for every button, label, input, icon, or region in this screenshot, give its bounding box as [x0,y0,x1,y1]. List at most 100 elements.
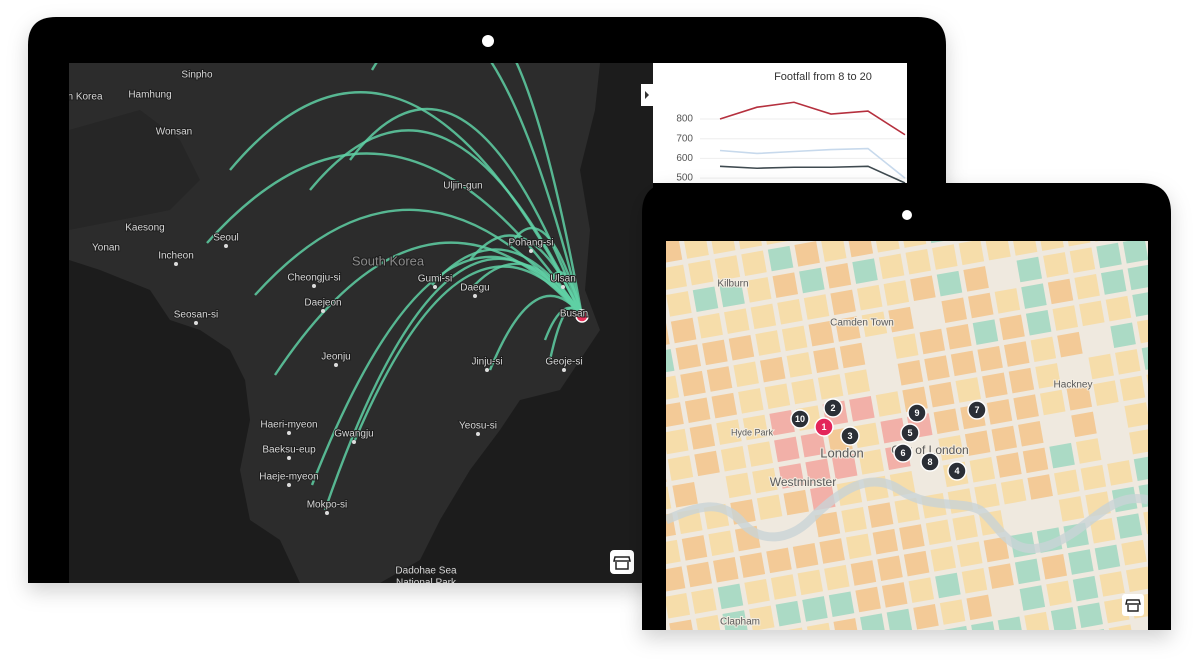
tile [1096,242,1122,269]
tile [860,613,886,630]
route [548,271,584,317]
tile [1082,629,1108,630]
tile [683,241,709,259]
city-dot [325,511,329,515]
tile [1068,549,1094,575]
tile [997,616,1024,630]
tile [1046,580,1072,607]
tile [769,410,795,436]
routes [206,63,589,511]
tile [756,494,783,520]
tile [828,591,855,617]
shop-button[interactable] [1122,594,1144,616]
london-map: Kilburn Camden Town Hyde Park London Westmin… [666,241,1148,659]
tile [939,599,966,625]
tile [1041,553,1068,580]
tile [1011,241,1038,256]
tile [1043,252,1069,278]
tile [689,424,716,450]
place-label: London [820,445,863,460]
tile [813,347,839,373]
tile [1121,539,1147,566]
tile [670,317,697,344]
route [370,63,584,317]
tile [1018,421,1044,447]
y-tick-label: 800 [676,114,693,125]
tile [666,241,683,264]
tile [666,566,686,592]
marker [790,409,810,429]
city-dot [485,368,489,372]
city-dot [287,431,291,435]
place-label: National Park [396,578,457,589]
tile [946,324,972,350]
y-tick-label: 600 [676,153,693,164]
tile [835,316,861,342]
tile [955,377,982,403]
tile [908,577,935,603]
place-label: Jinju-si [471,357,502,368]
tile [1074,274,1100,300]
place-label: Cheongju-si [287,273,340,284]
tile [777,298,803,325]
place-label: Hackney [1054,380,1093,391]
tile [821,241,847,262]
tile [1030,336,1057,363]
tile [750,303,777,330]
tile [1136,317,1148,344]
tile [930,546,956,572]
series-line [719,147,906,179]
place-label: Kilburn [717,279,748,290]
shop-button[interactable] [610,550,634,574]
tile [1024,611,1050,630]
place-label: Hyde Park [731,427,774,437]
tile [774,436,800,463]
place-label: Geoje-si [545,357,582,368]
tile [1056,634,1081,659]
tile [1052,305,1078,331]
tile [724,308,750,334]
tile [1080,464,1107,491]
marker [814,417,834,437]
tile [892,333,919,359]
tile [933,408,960,434]
tile [1124,402,1148,428]
tile [964,430,991,456]
marker [840,426,860,446]
place-label: Daejeon [304,298,341,309]
tile [1090,518,1116,544]
tile [744,578,770,605]
tile [1071,411,1097,438]
tile [894,497,920,524]
footfall-chart: Footfall from 8 to 20 500 600 700 800 [676,71,907,183]
tile [786,352,813,378]
route [469,234,584,317]
tile [877,555,903,582]
tile [1008,367,1035,394]
tile [1110,322,1136,348]
tile [754,632,779,657]
city-dot [174,262,178,266]
tile [742,414,769,441]
tile [1077,602,1103,628]
tile [982,372,1008,399]
tile [1107,460,1133,486]
tile [1038,241,1064,252]
marker [823,398,843,418]
tile [1105,295,1132,322]
city-dot [562,368,566,372]
place-label: Kaesong [125,223,164,234]
tile [1069,247,1096,273]
tile [905,248,931,275]
tile [792,542,819,569]
tile [958,241,985,266]
tile [830,289,856,316]
city-dot [433,285,437,289]
tile [814,511,841,538]
place-label: Uljin-gun [443,181,482,192]
tile [881,582,908,608]
tile [1027,474,1053,500]
tile [780,627,806,630]
marker [920,452,940,472]
tile [961,568,988,594]
